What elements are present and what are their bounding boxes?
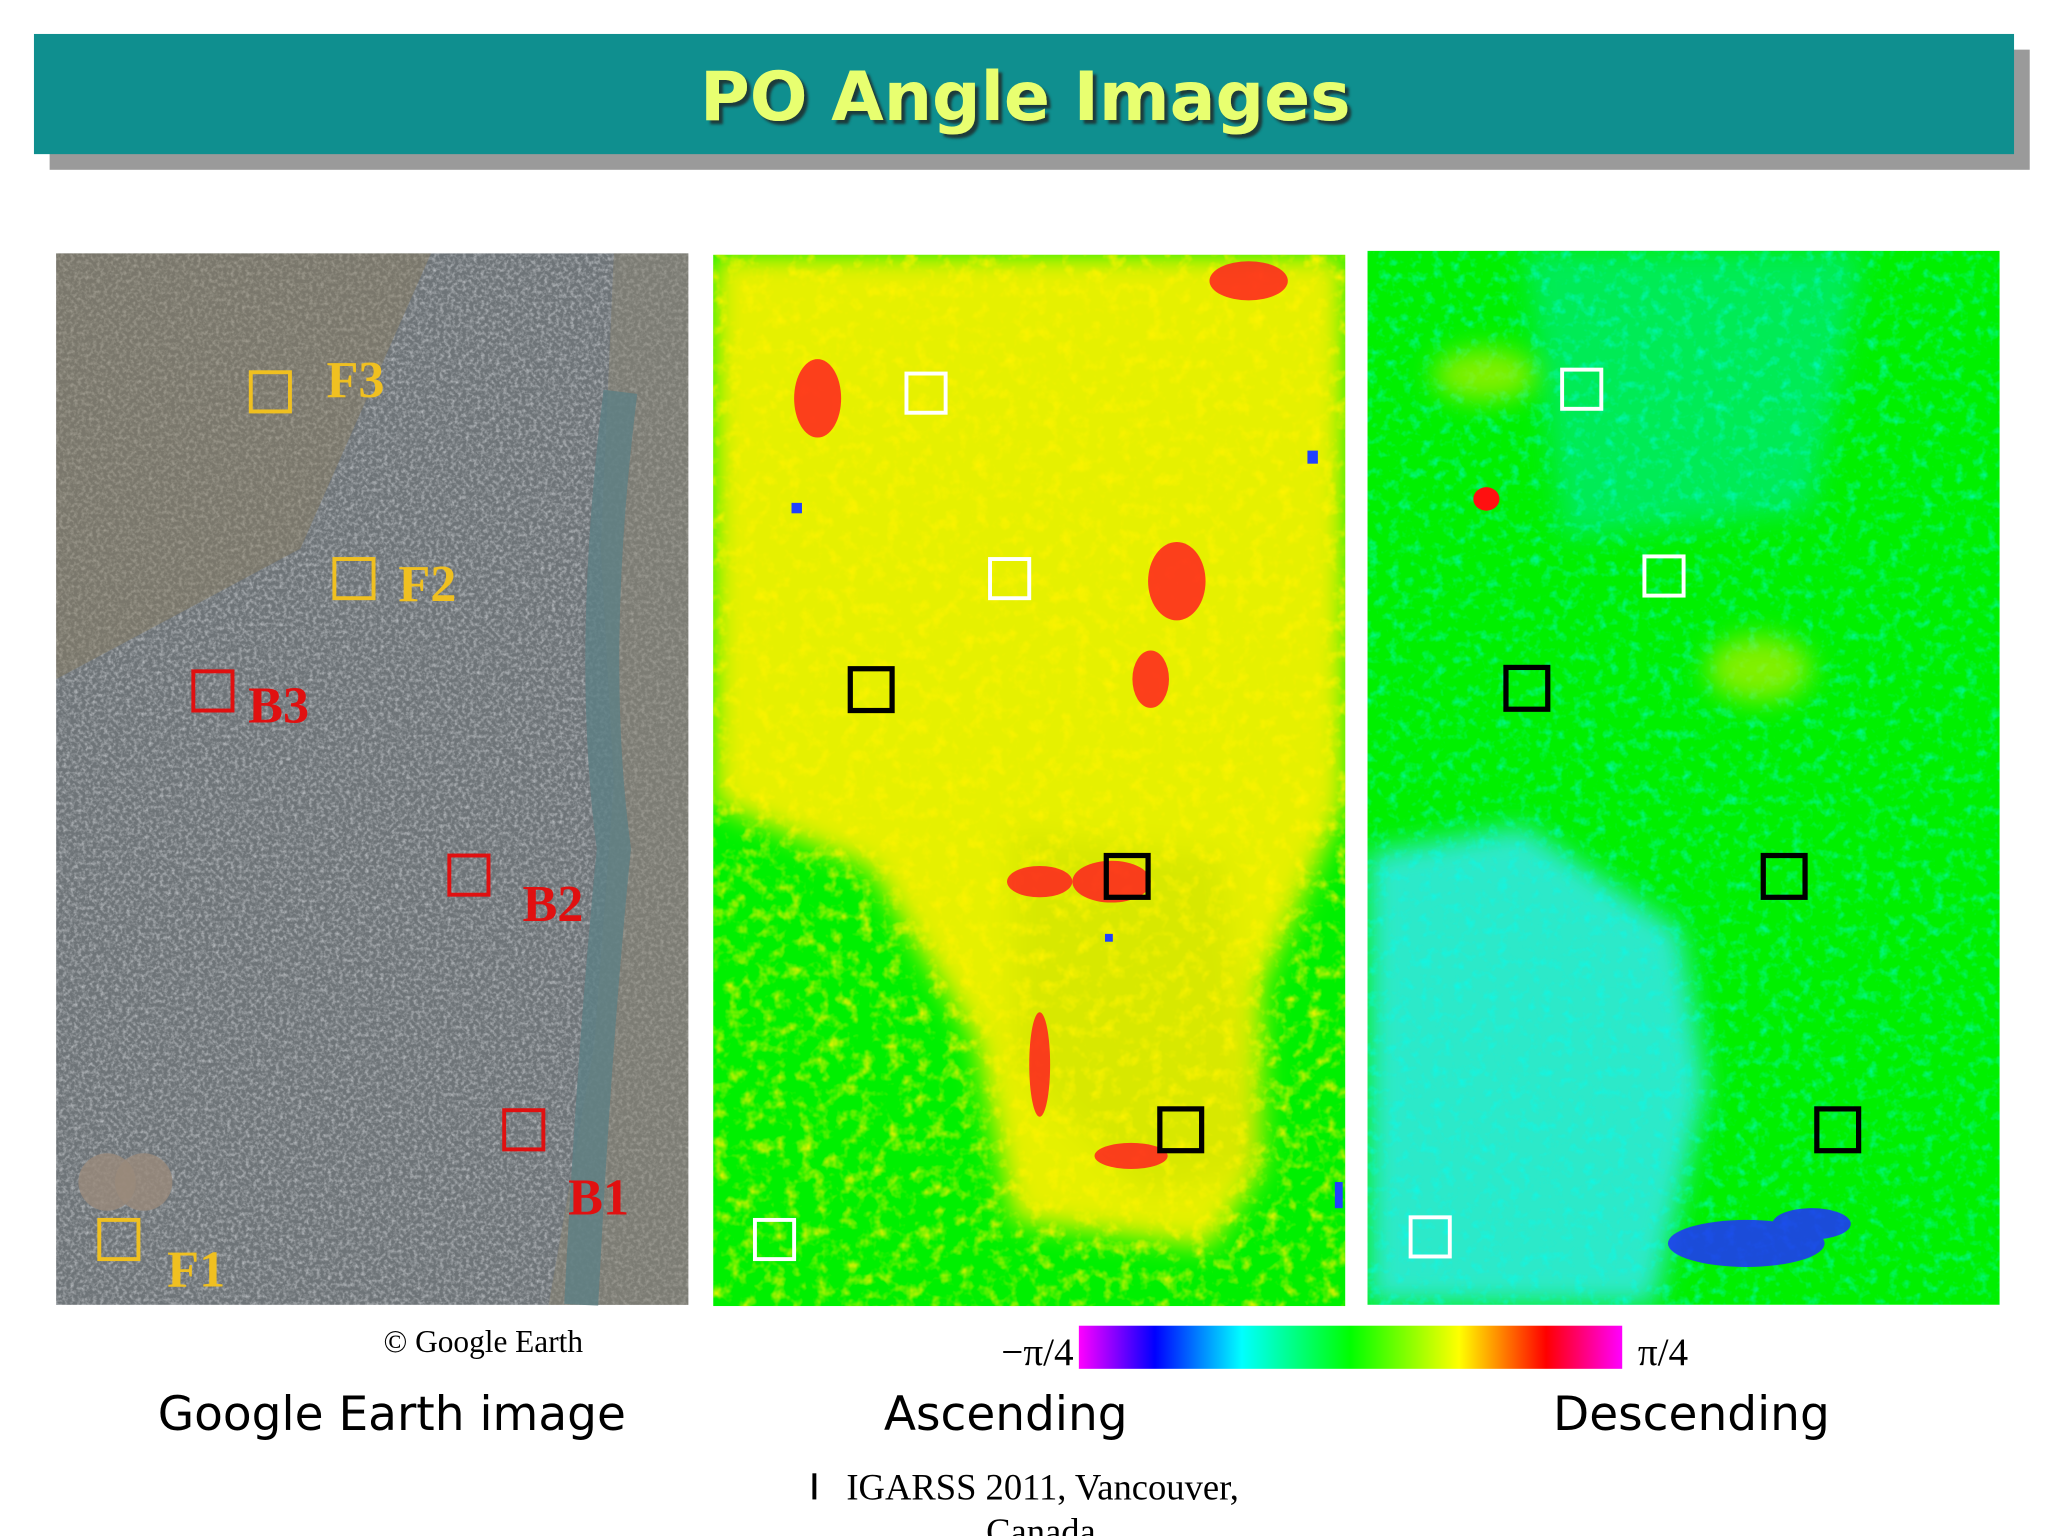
colorbar-min-label: −π/4 [1001, 1331, 1073, 1374]
descending-map [1367, 250, 2000, 1305]
box-label: F3 [327, 351, 385, 409]
region-boxes [97, 370, 546, 1262]
title: PO Angle Images [700, 58, 1351, 137]
box-label: F1 [167, 1241, 225, 1299]
title-bar [33, 33, 2015, 155]
footer-mark [812, 1473, 817, 1500]
ascending-map [713, 254, 1346, 1307]
colorbar [1078, 1325, 1623, 1369]
image-credit: © Google Earth [383, 1324, 583, 1359]
box-label: B2 [522, 875, 583, 933]
region-boxes [752, 371, 1205, 1262]
box-label: B3 [248, 676, 309, 734]
satellite-image [56, 253, 689, 1306]
footer-line: Canada [986, 1511, 1096, 1536]
panel-caption: Google Earth image [158, 1387, 626, 1442]
footer-line: IGARSS 2011, Vancouver, [846, 1466, 1239, 1507]
panel-caption: Ascending [884, 1387, 1128, 1442]
region-boxes [1408, 367, 1862, 1259]
panel-caption: Descending [1553, 1387, 1830, 1442]
colorbar-max-label: π/4 [1638, 1331, 1688, 1374]
box-label: F2 [398, 555, 456, 613]
box-label: B1 [568, 1169, 629, 1227]
